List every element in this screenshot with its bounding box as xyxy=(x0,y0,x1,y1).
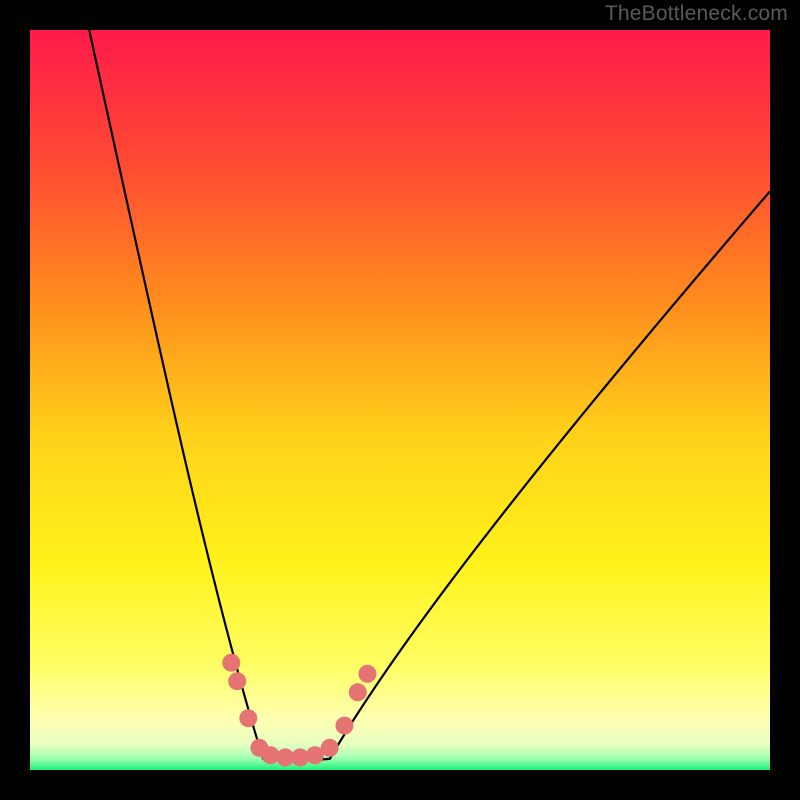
curve-marker xyxy=(222,654,240,672)
curve-marker xyxy=(358,665,376,683)
chart-plot-area xyxy=(30,30,770,770)
curve-markers xyxy=(222,654,376,767)
watermark-text: TheBottleneck.com xyxy=(605,2,788,26)
curve-marker xyxy=(336,717,354,735)
curve-marker xyxy=(321,739,339,757)
curve-marker xyxy=(228,672,246,690)
curve-marker xyxy=(349,683,367,701)
bottleneck-curve xyxy=(89,30,770,760)
chart-overlay xyxy=(30,30,770,770)
curve-marker xyxy=(239,709,257,727)
